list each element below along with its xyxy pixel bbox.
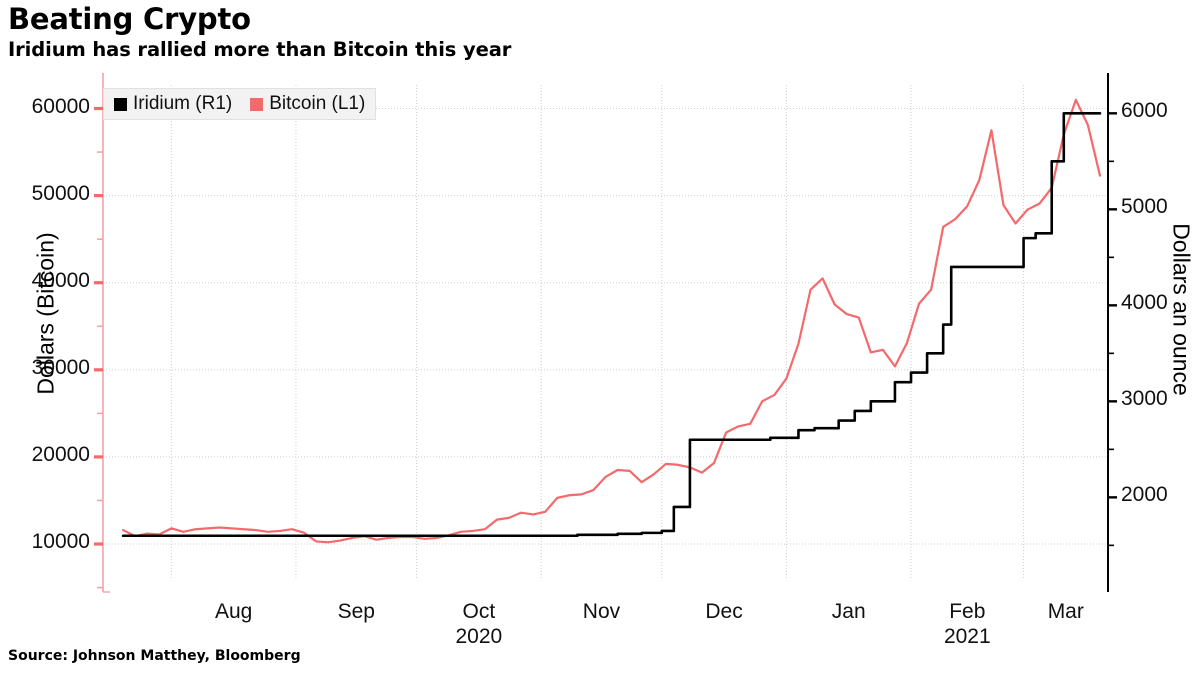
x-axis-tick-month: Dec: [705, 600, 743, 623]
y-axis-right-tick-6000: 6000: [1121, 99, 1168, 123]
x-axis-tick-sep: Sep: [296, 600, 416, 624]
x-axis-tick-dec: Dec: [664, 600, 784, 624]
x-axis-tick-jan: Jan: [789, 600, 909, 624]
legend-item-bitcoin[interactable]: Bitcoin (L1): [250, 93, 365, 115]
x-axis-tick-mar: Mar: [1006, 600, 1126, 624]
x-axis-tick-month: Feb: [949, 600, 986, 623]
y-axis-left-tick-20000: 20000: [31, 442, 90, 466]
legend-item-iridium[interactable]: Iridium (R1): [114, 93, 232, 115]
y-axis-right-tick-3000: 3000: [1121, 387, 1168, 411]
red-square-icon: [250, 97, 264, 111]
x-axis-tick-month: Mar: [1047, 600, 1084, 623]
chart-tick-marks: [94, 106, 1117, 593]
series-line-bitcoin: [122, 98, 1102, 544]
x-axis-tick-month: Jan: [831, 600, 866, 623]
page-subtitle: Iridium has rallied more than Bitcoin th…: [8, 38, 512, 61]
legend-label-iridium: Iridium (R1): [133, 93, 233, 114]
chart-legend: Iridium (R1) Bitcoin (L1): [103, 88, 377, 120]
chart-axes: [102, 73, 1109, 592]
x-axis-tick-month: Sep: [337, 600, 375, 623]
y-axis-right-tick-4000: 4000: [1121, 291, 1168, 315]
y-axis-right-title: Dollars an ounce: [1168, 223, 1195, 396]
chart-series-lines: [121, 98, 1102, 544]
x-axis-tick-year: 2020: [455, 625, 503, 648]
chart-gridlines: [103, 85, 1108, 578]
x-axis-tick-nov: Nov: [541, 600, 661, 624]
page-title: Beating Crypto: [8, 2, 251, 36]
y-axis-left-tick-40000: 40000: [31, 268, 90, 292]
x-axis-tick-month: Oct: [462, 600, 496, 623]
x-axis-tick-month: Nov: [582, 600, 621, 623]
y-axis-left-tick-50000: 50000: [31, 181, 90, 205]
y-axis-left-tick-30000: 30000: [31, 355, 90, 379]
source-note: Source: Johnson Matthey, Bloomberg: [8, 648, 301, 664]
y-axis-right-tick-5000: 5000: [1121, 195, 1168, 219]
y-axis-left-tick-60000: 60000: [31, 94, 90, 118]
x-axis-tick-oct: Oct 2020: [419, 600, 539, 649]
x-axis-tick-feb: Feb 2021: [907, 600, 1027, 649]
y-axis-left-title: Dollars (Bitcoin): [32, 232, 59, 395]
x-axis-tick-year: 2021: [943, 625, 991, 648]
black-square-icon: [114, 97, 127, 111]
series-line-iridium: [121, 112, 1102, 538]
y-axis-left-tick-10000: 10000: [31, 530, 90, 554]
y-axis-right-tick-2000: 2000: [1121, 483, 1168, 507]
x-axis-tick-aug: Aug: [174, 600, 294, 624]
x-axis-tick-month: Aug: [214, 600, 253, 623]
legend-label-bitcoin: Bitcoin (L1): [269, 93, 366, 114]
